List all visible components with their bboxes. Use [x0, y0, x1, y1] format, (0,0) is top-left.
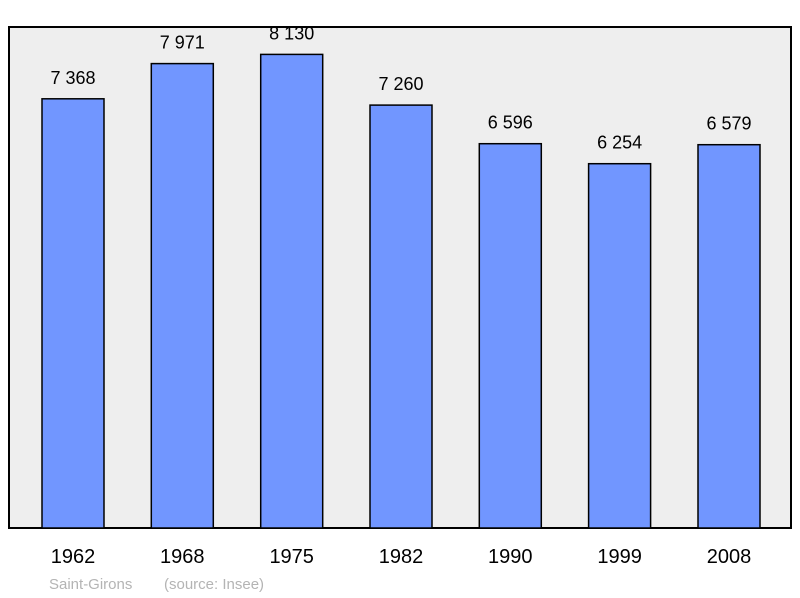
footer-place: Saint-Girons	[49, 576, 132, 593]
category-label-1968: 1968	[160, 546, 205, 568]
value-label-2008: 6 579	[706, 114, 751, 134]
category-label-1999: 1999	[597, 546, 642, 568]
bar-1982	[369, 104, 433, 529]
bar-1999	[587, 162, 652, 529]
bar-1975	[259, 53, 324, 529]
footer-source: (source: Insee)	[164, 576, 264, 593]
value-labels-group: 7 368 7 971 8 130 7 260 6 596 6 254 6 579	[50, 23, 751, 152]
category-label-1962: 1962	[51, 546, 96, 568]
value-label-1962: 7 368	[50, 68, 95, 88]
value-label-1982: 7 260	[378, 74, 423, 94]
bar-1968	[150, 62, 215, 529]
category-label-2008: 2008	[707, 546, 752, 568]
bar-1962	[41, 98, 105, 529]
category-label-1982: 1982	[379, 546, 424, 568]
value-label-1999: 6 254	[597, 133, 642, 153]
bar-1990	[478, 142, 543, 529]
category-label-1975: 1975	[269, 546, 314, 568]
bars-group	[41, 53, 761, 529]
category-label-1990: 1990	[488, 546, 533, 568]
bar-2008	[697, 143, 761, 529]
value-label-1990: 6 596	[488, 113, 533, 133]
category-labels-group: 1962 1968 1975 1982 1990 1999 2008	[51, 546, 752, 568]
value-label-1968: 7 971	[160, 33, 205, 53]
value-label-1975: 8 130	[269, 23, 314, 43]
